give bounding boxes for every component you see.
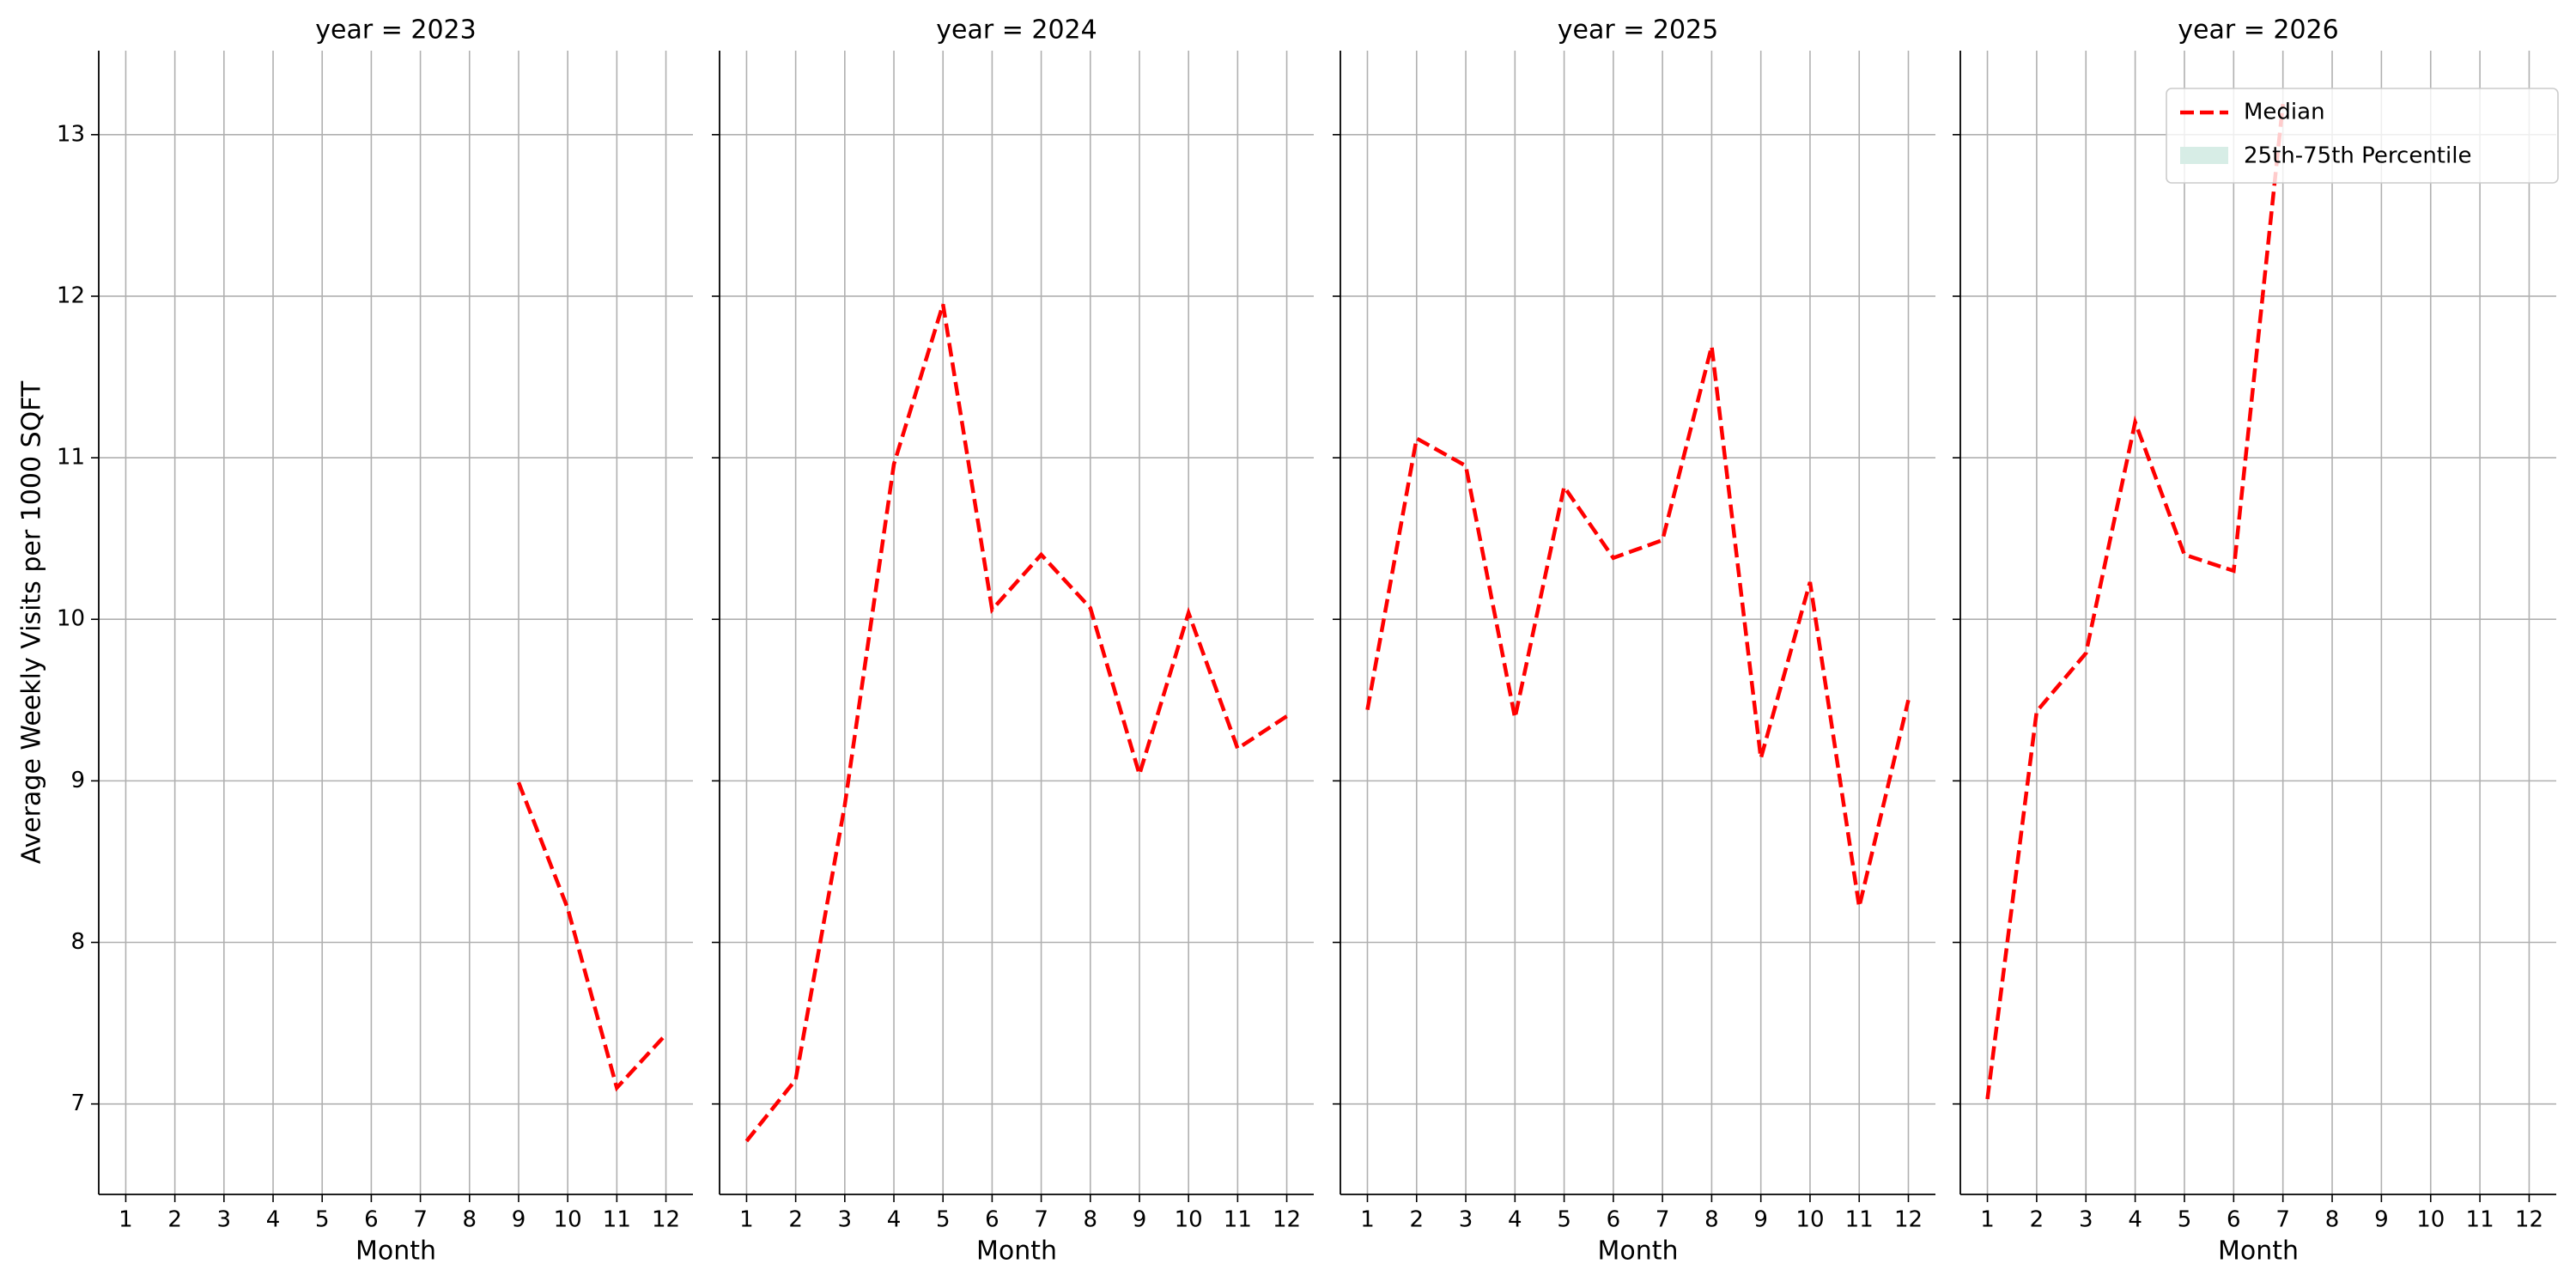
x-tick-label: 3	[217, 1207, 232, 1233]
x-tick-label: 9	[512, 1207, 526, 1233]
y-tick-label: 8	[70, 929, 85, 955]
x-tick-label: 8	[2325, 1207, 2340, 1233]
x-tick-label: 2	[1409, 1207, 1424, 1233]
x-axis-label: Month	[976, 1236, 1057, 1267]
median-line	[1985, 103, 2285, 1100]
x-tick-label: 11	[2466, 1207, 2494, 1233]
x-tick-label: 4	[887, 1207, 902, 1233]
x-axis-label: Month	[2218, 1236, 2299, 1267]
y-tick-label: 10	[57, 606, 85, 632]
x-tick-label: 11	[1224, 1207, 1252, 1233]
x-tick-label: 9	[1753, 1207, 1768, 1233]
x-tick-label: 2	[2030, 1207, 2044, 1233]
x-tick-label: 6	[1607, 1207, 1621, 1233]
panel-title: year = 2024	[936, 15, 1097, 46]
x-tick-label: 12	[1273, 1207, 1301, 1233]
x-tick-label: 4	[266, 1207, 281, 1233]
x-tick-label: 7	[2275, 1207, 2290, 1233]
x-tick-label: 3	[838, 1207, 853, 1233]
x-tick-label: 8	[1704, 1207, 1719, 1233]
y-tick-label: 12	[57, 283, 85, 308]
panel-title: year = 2025	[1558, 15, 1719, 46]
panel-title: year = 2023	[315, 15, 477, 46]
y-axis-label: Average Weekly Visits per 1000 SQFT	[17, 380, 47, 864]
x-tick-label: 12	[2515, 1207, 2543, 1233]
x-tick-label: 8	[463, 1207, 477, 1233]
legend-label: 25th-75th Percentile	[2244, 143, 2471, 169]
x-tick-label: 1	[739, 1207, 754, 1233]
y-tick-label: 11	[57, 445, 85, 471]
median-line	[516, 781, 668, 1092]
x-axis-label: Month	[1597, 1236, 1678, 1267]
panel-title: year = 2026	[2178, 15, 2339, 46]
x-tick-label: 6	[985, 1207, 999, 1233]
x-tick-label: 10	[1175, 1207, 1203, 1233]
x-tick-label: 10	[1795, 1207, 1824, 1233]
x-tick-label: 5	[1557, 1207, 1571, 1233]
x-tick-label: 6	[364, 1207, 379, 1233]
x-tick-label: 2	[788, 1207, 803, 1233]
x-tick-label: 1	[1980, 1207, 1995, 1233]
x-tick-label: 4	[1508, 1207, 1522, 1233]
x-tick-label: 7	[413, 1207, 428, 1233]
x-tick-label: 10	[554, 1207, 582, 1233]
x-tick-label: 3	[2079, 1207, 2093, 1233]
legend-box	[2166, 88, 2559, 184]
x-tick-label: 8	[1084, 1207, 1098, 1233]
x-tick-label: 4	[2128, 1207, 2142, 1233]
x-tick-label: 9	[2374, 1207, 2389, 1233]
legend: Median 25th-75th Percentile	[2166, 88, 2559, 184]
x-axis-label: Month	[355, 1236, 436, 1267]
x-tick-label: 5	[936, 1207, 951, 1233]
legend-swatch	[2180, 147, 2228, 164]
x-tick-label: 5	[315, 1207, 330, 1233]
median-line	[744, 303, 1288, 1143]
x-tick-label: 1	[1360, 1207, 1375, 1233]
y-tick-label: 13	[57, 121, 85, 147]
x-tick-label: 12	[652, 1207, 680, 1233]
x-tick-label: 1	[118, 1207, 133, 1233]
x-tick-label: 10	[2416, 1207, 2445, 1233]
x-tick-label: 12	[1894, 1207, 1923, 1233]
x-tick-label: 7	[1656, 1207, 1670, 1233]
x-tick-label: 6	[2227, 1207, 2241, 1233]
x-tick-label: 9	[1133, 1207, 1147, 1233]
x-tick-label: 5	[2178, 1207, 2192, 1233]
y-tick-label: 9	[70, 768, 85, 793]
x-tick-label: 2	[167, 1207, 182, 1233]
x-tick-label: 3	[1459, 1207, 1473, 1233]
median-line	[1365, 345, 1911, 908]
x-tick-label: 11	[603, 1207, 631, 1233]
legend-label: Median	[2244, 100, 2325, 125]
x-tick-label: 11	[1845, 1207, 1874, 1233]
x-tick-label: 7	[1034, 1207, 1048, 1233]
y-tick-label: 7	[70, 1091, 85, 1116]
